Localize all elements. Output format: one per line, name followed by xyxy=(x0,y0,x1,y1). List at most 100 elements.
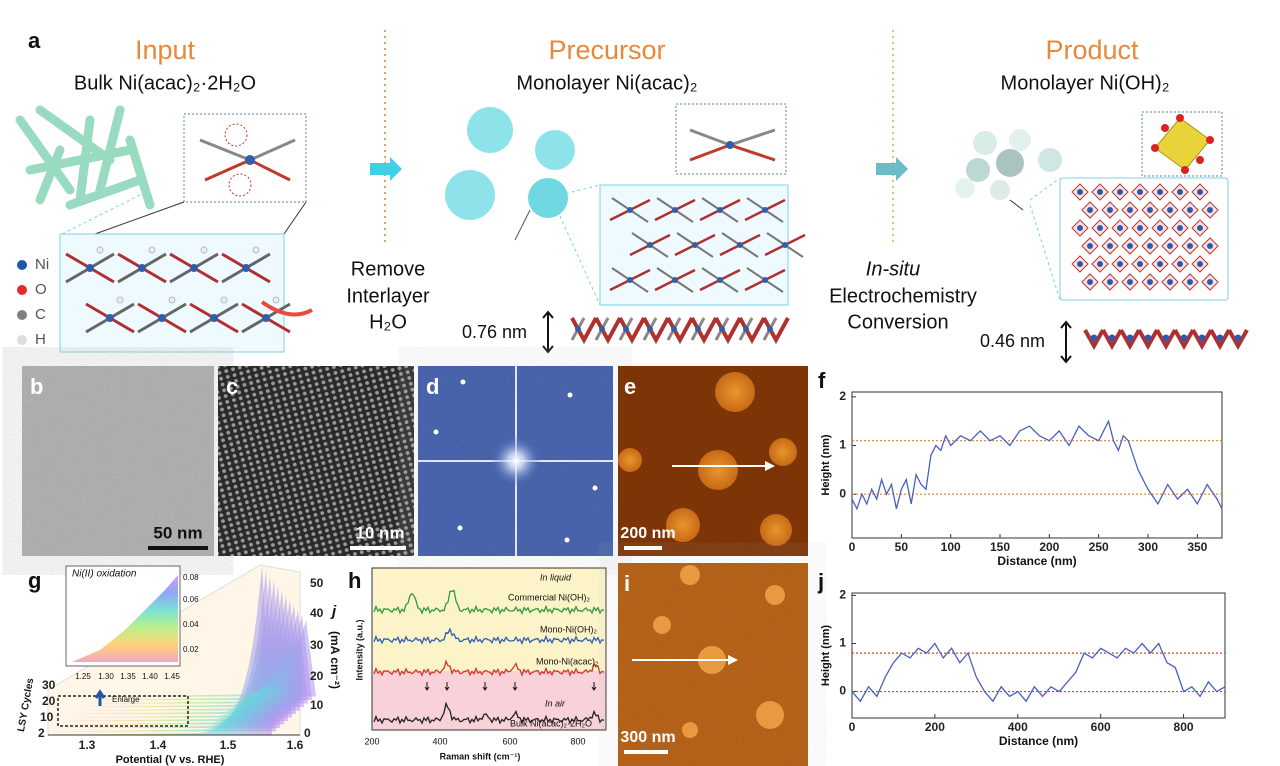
panel-label: j xyxy=(817,569,824,594)
ni-atom xyxy=(737,242,743,248)
line xyxy=(15,115,75,195)
raman-trace xyxy=(373,627,605,645)
inset-ytick: 0.06 xyxy=(183,595,199,604)
molecule xyxy=(199,123,296,197)
peak-marker xyxy=(591,682,597,691)
panel-label: h xyxy=(348,568,361,593)
x-tick-label: 50 xyxy=(895,540,909,554)
ni-atom xyxy=(1177,261,1183,267)
side-chain xyxy=(1227,329,1249,351)
ni-atom xyxy=(1117,225,1123,231)
circle xyxy=(245,155,255,165)
ni-atom xyxy=(1198,334,1206,342)
ni-atom xyxy=(647,242,653,248)
scale-label: 50 nm xyxy=(153,523,202,542)
x-tick-label: 1.3 xyxy=(79,738,96,752)
x-tick-label: 150 xyxy=(990,540,1010,554)
y-tick-label: 0 xyxy=(839,486,846,500)
ni-atom xyxy=(1157,189,1163,195)
ni-atom xyxy=(1090,334,1098,342)
circle xyxy=(1206,136,1214,144)
zoom-line xyxy=(559,184,601,196)
x-tick-label: 600 xyxy=(502,736,517,746)
ni-atom xyxy=(190,264,198,272)
molecule-box xyxy=(675,103,787,175)
trace-label: Mono-Ni(acac)₂ xyxy=(536,656,599,666)
side-chain xyxy=(594,317,622,345)
side-chain xyxy=(1191,329,1213,351)
circle xyxy=(996,149,1024,177)
ni-atom xyxy=(1077,189,1083,195)
axis-title: Distance (nm) xyxy=(997,554,1076,568)
inset-ticks: 0.08 0.06 0.04 0.02 1.25 1.30 1.35 1.40 … xyxy=(75,573,199,681)
step-label: In-situ xyxy=(866,258,920,280)
ni-atom xyxy=(1087,243,1093,249)
line xyxy=(689,143,731,162)
ni-atom xyxy=(627,207,633,213)
y-tick-label: 1 xyxy=(839,438,846,452)
h-atom xyxy=(148,246,156,254)
panel-d: d xyxy=(418,366,613,556)
circle xyxy=(467,107,513,153)
line xyxy=(125,135,155,210)
legend-label: H xyxy=(35,331,46,348)
circle xyxy=(224,123,248,147)
ni-atom xyxy=(1197,189,1203,195)
x-tick-label: 1.4 xyxy=(150,738,167,752)
ni-atom xyxy=(242,264,250,272)
ni-atom xyxy=(762,207,768,213)
zoom-line xyxy=(61,194,141,235)
process-arrow xyxy=(876,157,908,181)
circle xyxy=(1181,166,1189,174)
panel-label: c xyxy=(226,374,238,399)
panel-g: g Ni(II) oxidation 0.08 0.06 0.04 0.02 1… xyxy=(16,564,342,766)
ni-atom xyxy=(1126,334,1134,342)
ni-atom xyxy=(1177,189,1183,195)
x-tick-label: 200 xyxy=(1039,540,1059,554)
circle xyxy=(955,178,975,198)
x-tick-label: 800 xyxy=(1174,720,1194,734)
x-tick-label: 600 xyxy=(1091,720,1111,734)
panel-label: a xyxy=(28,28,41,53)
bulk-crystals xyxy=(15,105,155,210)
panel-label: d xyxy=(426,374,439,399)
side-chain xyxy=(1209,329,1231,351)
circle xyxy=(535,130,575,170)
panel-e: e 200 nm xyxy=(618,366,808,556)
panel-i: i 300 nm xyxy=(618,563,808,766)
x-tick-label: 1.5 xyxy=(220,738,237,752)
circle xyxy=(680,565,700,585)
z-tick-label: 20 xyxy=(310,669,324,683)
raman-trace xyxy=(373,589,605,615)
circle xyxy=(592,485,598,491)
step-label: Electrochemistry xyxy=(829,285,977,307)
enlarge-box xyxy=(57,695,189,727)
ni-atom xyxy=(1117,261,1123,267)
axis-title: Raman shift (cm⁻¹) xyxy=(440,751,521,761)
ni-atom xyxy=(1197,225,1203,231)
profile-arrow-head xyxy=(765,461,775,471)
tem-noise xyxy=(22,366,214,556)
axis-title: Distance (nm) xyxy=(999,734,1078,748)
ni-atom xyxy=(1157,225,1163,231)
fft-center xyxy=(490,435,542,487)
stage-title: Input xyxy=(135,35,196,65)
line xyxy=(729,143,776,162)
axis-title: j xyxy=(330,603,337,620)
peak-marker xyxy=(444,682,450,691)
ni-atom xyxy=(1147,207,1153,213)
line xyxy=(249,158,291,182)
ni-atom xyxy=(1077,261,1083,267)
ni-atom xyxy=(1207,279,1213,285)
monolayer-lattice xyxy=(609,197,806,293)
inset-xtick: 1.45 xyxy=(164,672,180,681)
axis-title: (mA cm⁻²) xyxy=(328,631,342,689)
cycle-tick: 20 xyxy=(42,694,56,708)
circle xyxy=(567,392,573,398)
line xyxy=(65,175,145,210)
plot-frame xyxy=(851,592,1226,719)
zoom-line xyxy=(94,201,185,235)
ni-atom xyxy=(575,326,581,332)
liquid-band xyxy=(372,568,606,671)
